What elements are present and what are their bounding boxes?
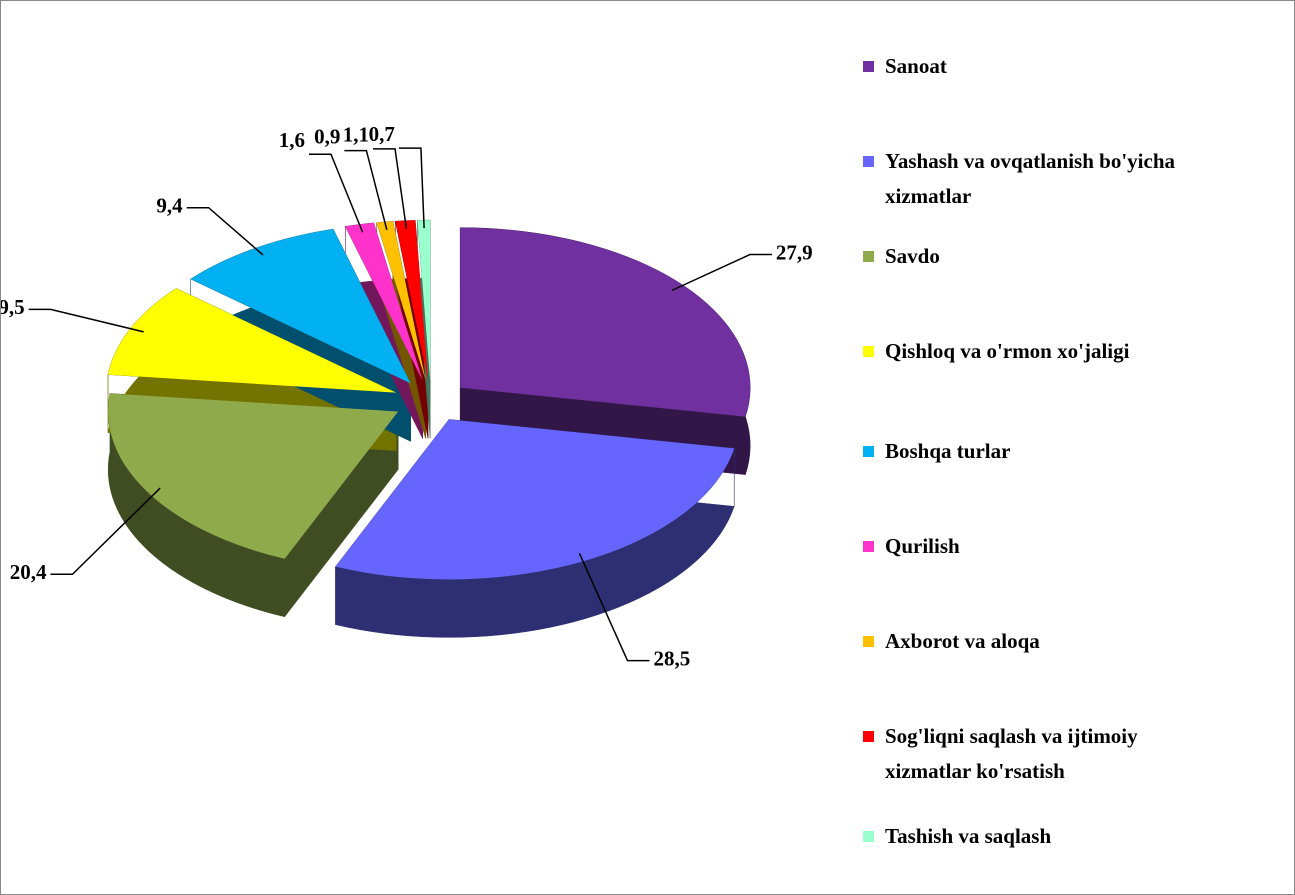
leader-line bbox=[50, 487, 161, 576]
legend-item: Sog'liqni saqlash va ijtimoiy xizmatlar … bbox=[863, 719, 1185, 789]
data-label: 0,9 bbox=[314, 124, 340, 148]
legend-swatch bbox=[863, 346, 874, 357]
legend-label: Savdo bbox=[885, 244, 940, 268]
legend-swatch bbox=[863, 831, 874, 842]
slice-tops bbox=[108, 220, 751, 580]
data-label: 27,9 bbox=[776, 240, 813, 264]
legend-item: Qishloq va o'rmon xo'jaligi bbox=[863, 334, 1185, 369]
slice bbox=[190, 229, 411, 384]
legend-swatch bbox=[863, 731, 874, 742]
leader-line bbox=[186, 206, 264, 256]
slice bbox=[335, 419, 735, 580]
legend-label: Qishloq va o'rmon xo'jaligi bbox=[885, 339, 1130, 363]
legend-item: Axborot va aloqa bbox=[863, 624, 1185, 659]
legend-label: Tashish va saqlash bbox=[885, 824, 1052, 848]
leader-line bbox=[578, 552, 650, 662]
legend-item: Boshqa turlar bbox=[863, 434, 1185, 469]
data-label: 0,7 bbox=[369, 122, 395, 146]
legend-label: Sog'liqni saqlash va ijtimoiy xizmatlar … bbox=[885, 724, 1138, 783]
data-label: 9,5 bbox=[1, 295, 25, 319]
slice bbox=[376, 221, 426, 381]
data-label: 9,4 bbox=[156, 194, 183, 218]
leader-line bbox=[28, 308, 144, 333]
leader-line bbox=[373, 148, 408, 229]
slice bbox=[395, 220, 429, 381]
leader-line bbox=[344, 149, 388, 231]
data-label: 28,5 bbox=[653, 646, 690, 670]
slice bbox=[417, 220, 431, 381]
legend-label: Axborot va aloqa bbox=[885, 629, 1040, 653]
legend-label: Qurilish bbox=[885, 534, 960, 558]
leader-line bbox=[308, 153, 364, 233]
data-label: 20,4 bbox=[10, 560, 47, 584]
legend-item: Savdo bbox=[863, 239, 1185, 274]
data-labels: 27,9 28,5 20,4 9,5 9,4 1,6 0,9 1,1 0,7 bbox=[1, 122, 813, 670]
legend-swatch bbox=[863, 156, 874, 167]
legend-swatch bbox=[863, 251, 874, 262]
legend-item: Qurilish bbox=[863, 529, 1185, 564]
legend-swatch bbox=[863, 541, 874, 552]
leader-line bbox=[398, 147, 425, 229]
legend-item: Sanoat bbox=[863, 49, 1185, 84]
legend-swatch bbox=[863, 446, 874, 457]
legend-item: Tashish va saqlash bbox=[863, 819, 1185, 854]
legend-label: Boshqa turlar bbox=[885, 439, 1011, 463]
legend-item: Yashash va ovqatlanish bo'yicha xizmatla… bbox=[863, 144, 1185, 214]
slice bbox=[108, 288, 397, 393]
legend-swatch bbox=[863, 61, 874, 72]
leader-line bbox=[671, 253, 772, 292]
slice bbox=[108, 393, 399, 559]
legend-swatch bbox=[863, 636, 874, 647]
data-label: 1,1 bbox=[343, 123, 369, 147]
legend-label: Sanoat bbox=[885, 54, 947, 78]
slice bbox=[460, 227, 751, 417]
slice bbox=[345, 222, 423, 381]
data-label: 1,6 bbox=[279, 128, 305, 152]
legend-label: Yashash va ovqatlanish bo'yicha xizmatla… bbox=[885, 149, 1176, 208]
